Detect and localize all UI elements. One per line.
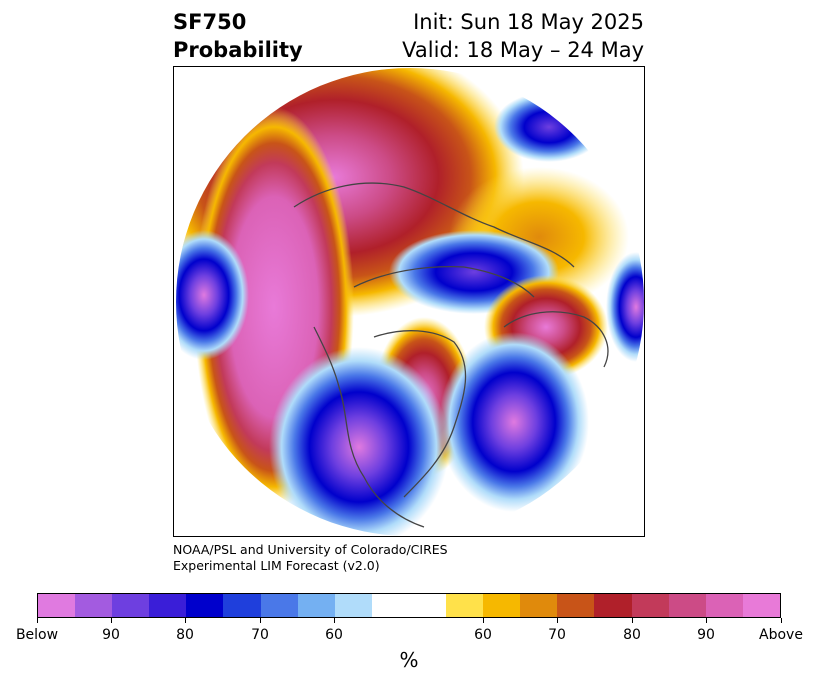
forecast-dates: Init: Sun 18 May 2025 Valid: 18 May – 24… — [402, 8, 644, 64]
colorbar-tick — [184, 618, 186, 623]
forecast-field — [176, 68, 644, 536]
colorbar-segment — [112, 594, 150, 617]
colorbar-tick — [556, 618, 558, 623]
colorbar-tick — [482, 618, 484, 623]
colorbar-segment — [668, 594, 706, 617]
title-line-1: SF750 — [173, 10, 247, 34]
credit-block: NOAA/PSL and University of Colorado/CIRE… — [173, 542, 448, 574]
colorbar-tick-label: 60 — [474, 627, 492, 643]
colorbar-segment — [334, 594, 372, 617]
coastlines — [293, 182, 609, 528]
colorbar-unit-label: % — [399, 648, 419, 672]
colorbar-segment — [260, 594, 298, 617]
chart-title: SF750 Probability — [173, 8, 303, 64]
credit-line-1: NOAA/PSL and University of Colorado/CIRE… — [173, 542, 448, 557]
colorbar-segment — [520, 594, 558, 617]
colorbar-tick-label: 80 — [623, 627, 641, 643]
colorbar-segment — [75, 594, 113, 617]
colorbar-tick-label: 90 — [697, 627, 715, 643]
map-svg — [176, 68, 644, 536]
colorbar-segment — [742, 594, 780, 617]
credit-line-2: Experimental LIM Forecast (v2.0) — [173, 558, 380, 573]
init-date: Init: Sun 18 May 2025 — [413, 10, 644, 34]
colorbar — [37, 593, 781, 618]
colorbar-segment — [594, 594, 632, 617]
colorbar-tick-label: 60 — [325, 627, 343, 643]
colorbar-tick — [780, 618, 782, 623]
colorbar-segment — [631, 594, 669, 617]
colorbar-segment — [408, 594, 447, 617]
colorbar-segment — [557, 594, 595, 617]
colorbar-tick-label: 80 — [176, 627, 194, 643]
colorbar-segment — [186, 594, 224, 617]
colorbar-tick — [333, 618, 335, 623]
colorbar-tick — [705, 618, 707, 623]
colorbar-segment — [446, 594, 484, 617]
colorbar-tick — [631, 618, 633, 623]
colorbar-tick-label: 70 — [251, 627, 269, 643]
colorbar-tick-label: 90 — [102, 627, 120, 643]
valid-range: Valid: 18 May – 24 May — [402, 38, 644, 62]
colorbar-segment — [483, 594, 521, 617]
colorbar-segment — [38, 594, 76, 617]
colorbar-segment — [297, 594, 335, 617]
forecast-map — [173, 66, 645, 537]
colorbar-tick-label: 70 — [548, 627, 566, 643]
colorbar-segment — [705, 594, 743, 617]
colorbar-tick — [259, 618, 261, 623]
colorbar-tick-label: Above — [759, 627, 803, 643]
title-line-2: Probability — [173, 38, 303, 62]
west-pacific-low-anomaly — [176, 230, 249, 360]
siberia-low-anomaly — [494, 92, 604, 162]
colorbar-tick-label: Below — [15, 627, 59, 643]
east-low-anomaly — [606, 252, 644, 362]
colorbar-tick — [110, 618, 112, 623]
colorbar-segment — [223, 594, 261, 617]
colorbar-segment — [371, 594, 409, 617]
colorbar-segment — [149, 594, 187, 617]
colorbar-tick — [36, 618, 38, 623]
atlantic-low-anomaly — [439, 332, 589, 512]
